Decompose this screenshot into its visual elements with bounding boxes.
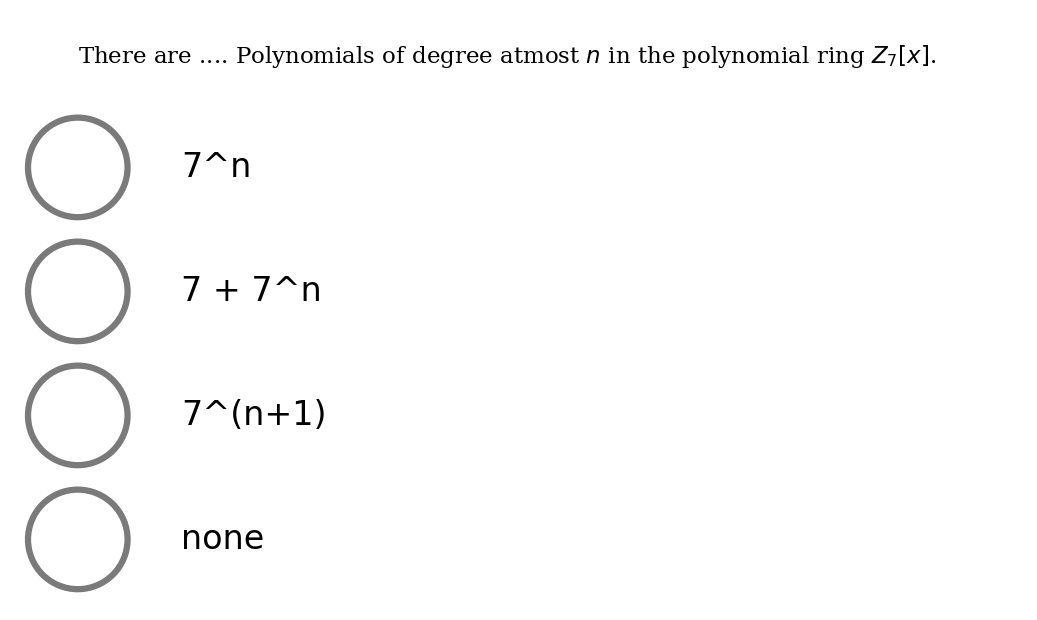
Text: 7^n: 7^n xyxy=(181,151,252,184)
Text: 7^(n+1): 7^(n+1) xyxy=(181,399,327,432)
Text: 7 + 7^n: 7 + 7^n xyxy=(181,275,323,308)
Text: There are .... Polynomials of degree atmost $n$ in the polynomial ring $Z_7[x]$.: There are .... Polynomials of degree atm… xyxy=(78,43,936,71)
Text: none: none xyxy=(181,523,264,556)
